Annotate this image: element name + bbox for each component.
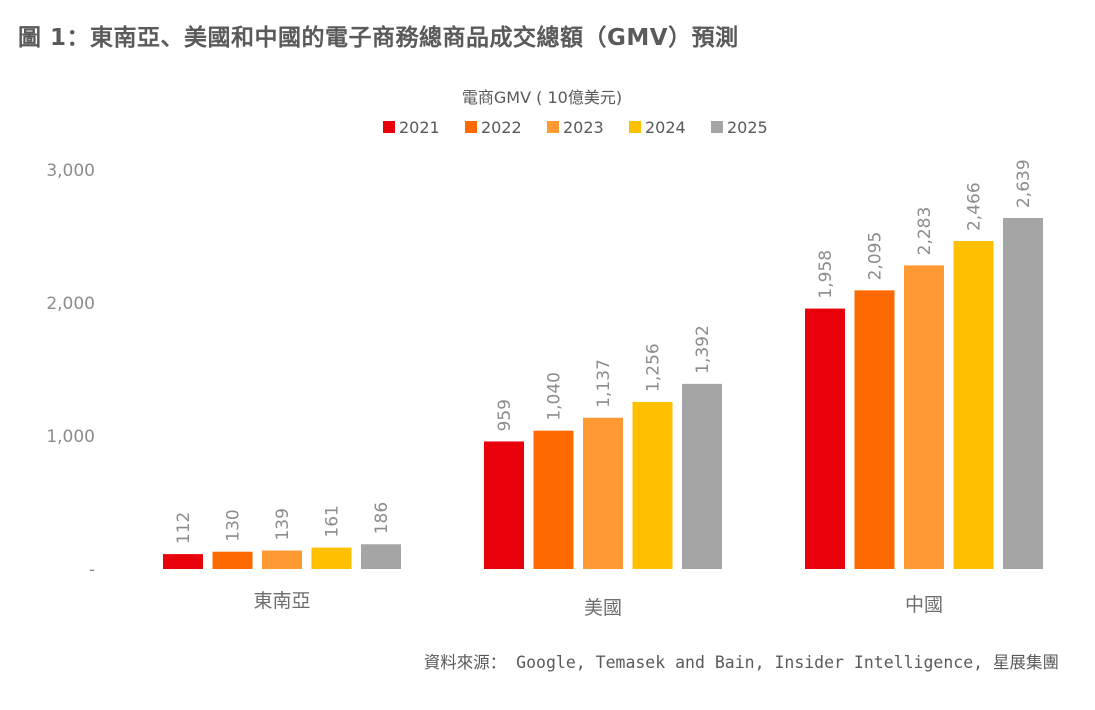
legend-label-2025: 2025 bbox=[727, 118, 768, 137]
data-label: 161 bbox=[323, 505, 343, 537]
category-label: 美國 bbox=[584, 597, 622, 619]
bar-東南亞-2025 bbox=[361, 544, 401, 569]
bar-chart: 電商GMV ( 10億美元) 2021 2022 2023 2024 2025 - 1,0… bbox=[46, 88, 1043, 619]
category-label: 中國 bbox=[905, 594, 943, 616]
legend-swatch-2024 bbox=[629, 121, 641, 133]
y-tick-label: 3,000 bbox=[46, 161, 95, 181]
legend-label-2023: 2023 bbox=[563, 118, 604, 137]
data-label: 1,392 bbox=[693, 325, 713, 374]
data-label: 2,466 bbox=[965, 182, 985, 231]
chart-title: 電商GMV ( 10億美元) bbox=[462, 88, 622, 107]
data-label: 1,958 bbox=[816, 250, 836, 299]
source-note: 資料來源： Google, Temasek and Bain, Insider … bbox=[423, 653, 1059, 672]
legend-swatch-2025 bbox=[711, 121, 723, 133]
data-label: 2,639 bbox=[1014, 159, 1034, 208]
bar-東南亞-2023 bbox=[262, 550, 302, 569]
data-label: 139 bbox=[273, 508, 293, 540]
x-axis: 東南亞 美國 中國 bbox=[253, 590, 943, 619]
data-label: 959 bbox=[495, 399, 515, 431]
legend-label-2022: 2022 bbox=[481, 118, 522, 137]
legend: 2021 2022 2023 2024 2025 bbox=[383, 118, 768, 137]
bar-美國-2025 bbox=[682, 383, 722, 569]
bar-東南亞-2021 bbox=[163, 554, 203, 569]
bar-美國-2023 bbox=[583, 417, 623, 569]
data-label: 2,095 bbox=[866, 232, 886, 281]
bar-中國-2025 bbox=[1003, 218, 1043, 569]
data-label: 186 bbox=[372, 502, 392, 534]
y-tick-label: 1,000 bbox=[46, 427, 95, 447]
legend-swatch-2023 bbox=[547, 121, 559, 133]
data-label: 1,040 bbox=[545, 372, 565, 421]
y-tick-label: 2,000 bbox=[46, 294, 95, 314]
data-label: 130 bbox=[224, 509, 244, 541]
legend-label-2021: 2021 bbox=[399, 118, 440, 137]
bar-美國-2024 bbox=[632, 401, 673, 569]
y-tick-label: - bbox=[89, 560, 95, 580]
bars: 112 130 139 161 186 959 1,040 1,137 1,256 1,392 1,… bbox=[163, 159, 1043, 569]
bar-東南亞-2024 bbox=[311, 547, 352, 569]
legend-swatch-2022 bbox=[465, 121, 477, 133]
data-label: 1,137 bbox=[594, 359, 614, 408]
category-label: 東南亞 bbox=[253, 590, 310, 612]
bar-東南亞-2022 bbox=[212, 551, 253, 569]
data-label: 1,256 bbox=[644, 343, 664, 392]
bar-中國-2021 bbox=[805, 308, 845, 569]
bar-美國-2021 bbox=[484, 441, 524, 569]
data-label: 2,283 bbox=[915, 207, 935, 256]
data-label: 112 bbox=[174, 512, 194, 544]
legend-swatch-2021 bbox=[383, 121, 395, 133]
bar-中國-2024 bbox=[953, 241, 994, 569]
y-axis: - 1,000 2,000 3,000 bbox=[46, 161, 95, 580]
bar-中國-2022 bbox=[854, 290, 895, 569]
legend-label-2024: 2024 bbox=[645, 118, 686, 137]
bar-美國-2022 bbox=[533, 430, 574, 569]
bar-中國-2023 bbox=[904, 265, 944, 569]
figure-title: 圖 1：東南亞、美國和中國的電子商務總商品成交總額（GMV）預測 bbox=[18, 25, 739, 51]
